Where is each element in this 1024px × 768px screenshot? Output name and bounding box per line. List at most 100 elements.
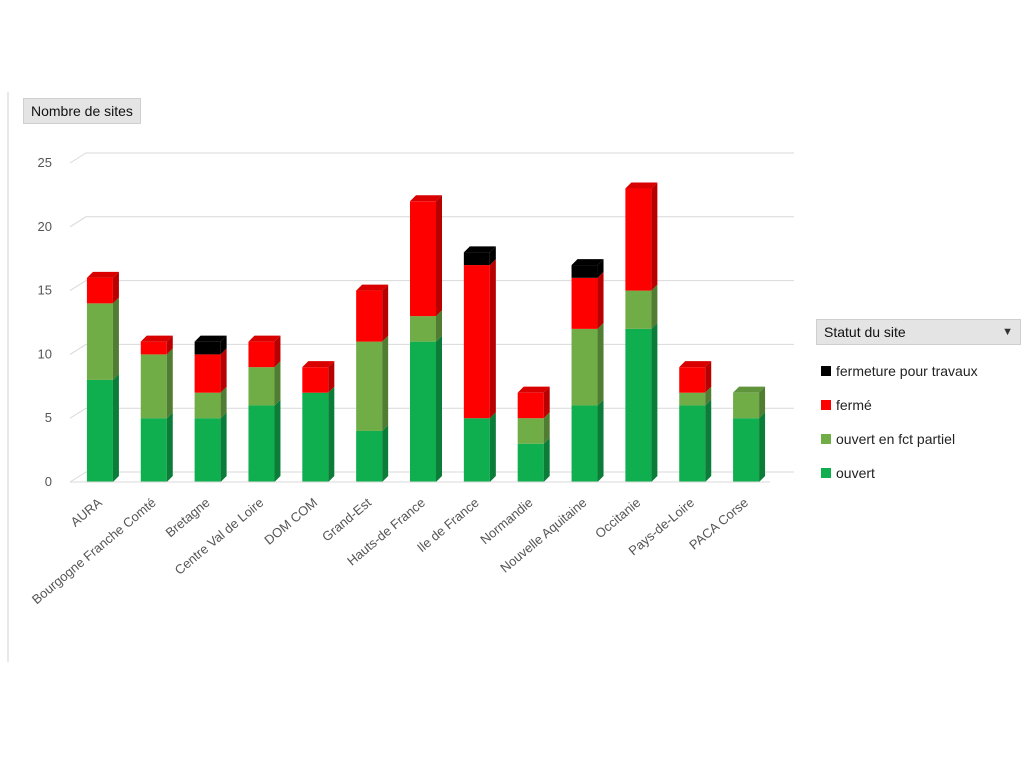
bar-top — [194, 335, 227, 342]
bar-segment-side — [759, 386, 766, 419]
x-tick-label: Centre Val de Loire — [172, 495, 267, 578]
bar-segment-side — [220, 412, 227, 482]
gridline — [69, 471, 794, 483]
bar-segment — [679, 392, 706, 406]
x-tick-label: DOM COM — [261, 495, 320, 548]
bar-segment-side — [597, 399, 604, 482]
bar-top — [86, 271, 119, 278]
bar-segment — [302, 367, 329, 393]
bar-segment-side — [166, 348, 173, 419]
bar-segment-side — [382, 284, 389, 342]
bar-top — [625, 182, 658, 189]
bar-segment-side — [705, 386, 712, 406]
bar-segment-side — [651, 284, 658, 329]
y-tick-label: 15 — [38, 283, 52, 298]
legend-item: ouvert — [821, 456, 1021, 490]
bar-segment-side — [274, 399, 281, 482]
bar-segment-side — [489, 246, 496, 266]
bar-segment-side — [597, 271, 604, 329]
bar-segment — [517, 443, 544, 482]
bar-top — [733, 386, 766, 393]
y-tick-label: 10 — [38, 346, 52, 361]
bar-segment — [410, 201, 436, 317]
bar-segment-side — [112, 373, 119, 482]
bar-segment — [140, 341, 167, 355]
legend-item: ouvert en fct partiel — [821, 422, 1021, 456]
bar-segment-side — [328, 386, 335, 482]
bar-segment — [679, 367, 706, 393]
bar-top — [140, 335, 173, 342]
legend-label: ouvert en fct partiel — [836, 431, 956, 447]
bar-segment — [302, 392, 329, 482]
bar-segment-side — [651, 182, 658, 291]
bar-segment-side — [382, 424, 389, 482]
legend-label: ouvert — [836, 465, 875, 481]
bar-segment — [86, 277, 113, 304]
bar-segment-side — [112, 297, 119, 380]
legend-item: fermeture pour travaux — [821, 354, 1021, 388]
bar-top — [302, 361, 335, 368]
legend-label: fermé — [836, 397, 872, 413]
y-tick-label: 20 — [38, 219, 52, 234]
bar-segment — [86, 379, 113, 482]
bar-segment — [625, 290, 652, 329]
bar-segment-side — [705, 399, 712, 482]
x-tick-label: Occitanie — [592, 495, 643, 541]
bar-top — [356, 284, 389, 291]
gridline — [69, 280, 794, 292]
legend-swatch — [821, 468, 831, 478]
bar-segment-side — [166, 335, 173, 355]
legend-item: fermé — [821, 388, 1021, 422]
bar-segment — [194, 418, 221, 482]
bar-segment — [356, 430, 383, 482]
bar-top — [410, 195, 442, 202]
bar-segment — [410, 316, 436, 342]
bar-segment-side — [220, 335, 227, 355]
bar-segment-side — [166, 412, 173, 482]
bar-segment — [248, 341, 275, 368]
bar-segment — [194, 392, 221, 419]
legend-field-button[interactable]: Statut du site ▼ — [816, 319, 1021, 345]
bar-segment-side — [543, 412, 550, 444]
x-tick-label: AURA — [68, 495, 106, 530]
bar-segment-side — [436, 195, 442, 317]
bar-segment-side — [436, 310, 442, 342]
bar-segment — [194, 354, 221, 393]
bar-segment-side — [543, 386, 550, 419]
bar-segment — [86, 303, 113, 380]
bar-segment — [733, 418, 760, 482]
legend-swatch — [821, 400, 831, 410]
bar-top — [517, 386, 550, 393]
value-field-button[interactable]: Nombre de sites — [23, 98, 141, 124]
bar-segment-side — [274, 335, 281, 368]
x-tick-label: Bretagne — [162, 495, 212, 540]
x-tick-label: Grand-Est — [319, 495, 374, 545]
y-tick-label: 0 — [45, 474, 52, 489]
bar-segment-side — [597, 322, 604, 406]
bar-segment — [140, 354, 167, 419]
bar-segment — [463, 265, 490, 419]
legend-field-label: Statut du site — [824, 324, 906, 340]
bar-top — [248, 335, 281, 342]
bar-segment — [571, 265, 598, 278]
bar-segment-side — [382, 335, 389, 431]
gridline — [69, 216, 794, 228]
gridline — [69, 407, 794, 419]
bar-segment — [356, 290, 383, 342]
bar-segment-side — [328, 361, 335, 393]
bar-top — [571, 259, 604, 266]
bar-segment — [571, 405, 598, 482]
legend-swatch — [821, 434, 831, 444]
bar-segment — [140, 418, 167, 482]
bar-segment-side — [274, 361, 281, 406]
bar-segment — [517, 392, 544, 419]
gridline — [69, 343, 794, 355]
y-tick-label: 5 — [45, 410, 52, 425]
bar-segment — [410, 341, 436, 482]
bar-segment — [194, 341, 221, 355]
bar-segment — [733, 392, 760, 419]
bar-top — [463, 246, 496, 253]
bar-segment-side — [759, 412, 766, 482]
bar-segment — [517, 418, 544, 444]
